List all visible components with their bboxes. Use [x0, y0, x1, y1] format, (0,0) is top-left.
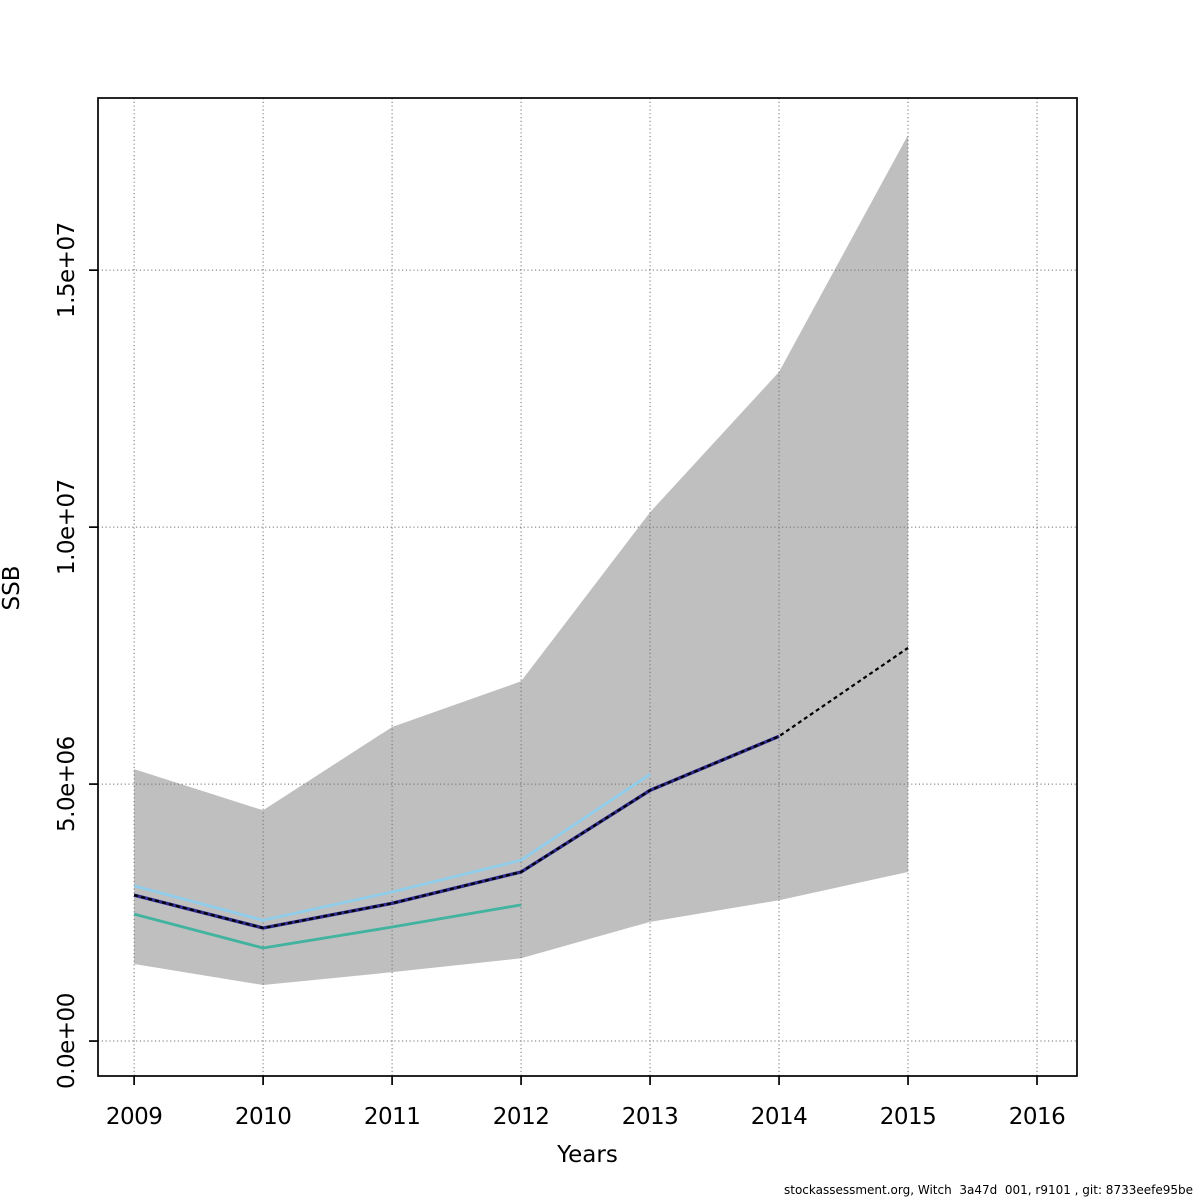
- x-tick-label: 2011: [364, 1104, 421, 1130]
- y-axis-title: SSB: [0, 566, 25, 611]
- x-tick-label: 2012: [493, 1104, 550, 1130]
- x-tick-label: 2014: [751, 1104, 808, 1130]
- y-axis: 0.0e+00 5.0e+06 1.0e+07 1.5e+07: [54, 222, 98, 1089]
- attribution-text: stockassessment.org, Witch 3a47d 001, r9…: [783, 1183, 1193, 1197]
- y-tick-label: 1.5e+07: [54, 222, 80, 318]
- y-tick-label: 1.0e+07: [54, 479, 80, 575]
- series-retro-run-lightblue: [133, 773, 651, 922]
- x-tick-label: 2013: [622, 1104, 679, 1130]
- x-tick-label: 2010: [235, 1104, 292, 1130]
- x-tick-label: 2016: [1009, 1104, 1066, 1130]
- x-axis: 2009 2010 2011 2012 2013 2014 2015 2016: [106, 1076, 1066, 1130]
- x-axis-title: Years: [556, 1142, 618, 1168]
- y-tick-label: 5.0e+06: [54, 736, 80, 832]
- x-tick-label: 2015: [880, 1104, 937, 1130]
- plot-border: [97, 97, 1078, 1077]
- series-ssb-estimate-forecast-dashed: [133, 646, 909, 930]
- confidence-band: [134, 135, 909, 986]
- series-retro-run-teal: [133, 903, 522, 950]
- x-tick-label: 2009: [106, 1104, 163, 1130]
- y-tick-label: 0.0e+00: [54, 993, 80, 1089]
